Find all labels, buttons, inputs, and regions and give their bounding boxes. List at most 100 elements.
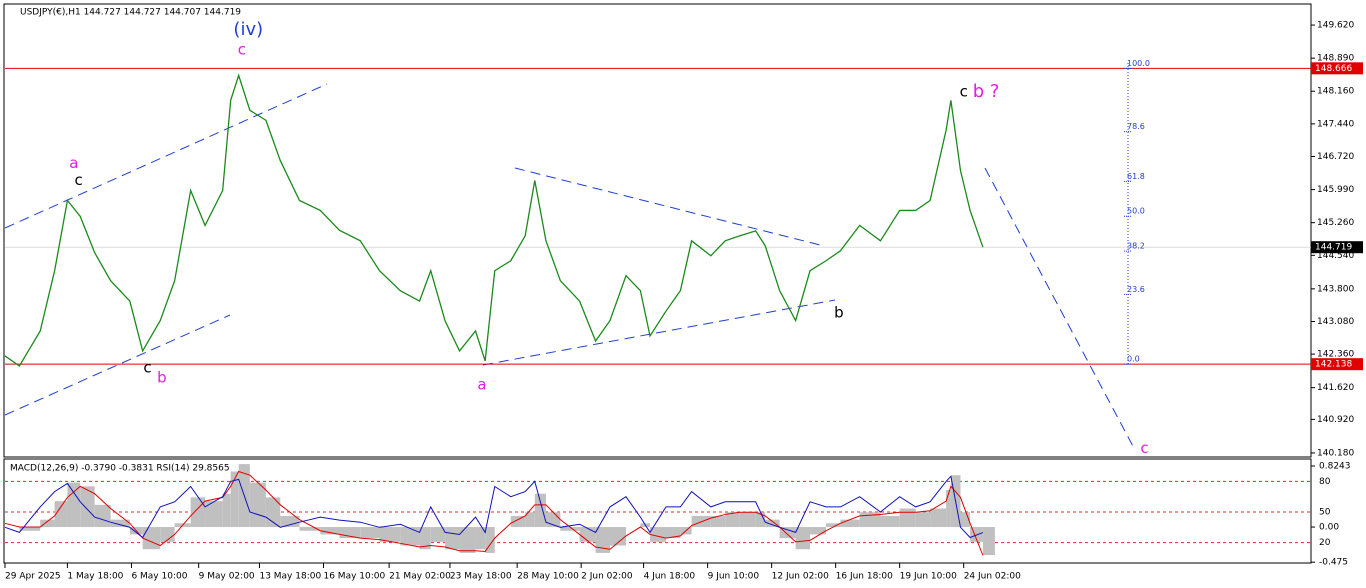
macd-bar bbox=[560, 527, 580, 531]
macd-bar bbox=[419, 527, 431, 550]
macd-bar bbox=[485, 527, 495, 553]
x-tick-label: 23 May 18:00 bbox=[450, 572, 512, 582]
price-line-series bbox=[4, 73, 984, 367]
trendline bbox=[514, 167, 821, 246]
x-tick-label: 12 Jun 02:00 bbox=[772, 572, 829, 582]
x-tick-label: 28 May 10:00 bbox=[517, 572, 579, 582]
macd-bar bbox=[249, 482, 266, 528]
x-tick-label: 9 May 02:00 bbox=[199, 572, 255, 582]
x-tick-label: 16 May 10:00 bbox=[323, 572, 385, 582]
wave-label: c bbox=[238, 41, 246, 59]
y-tick-label: 145.990 bbox=[1317, 185, 1354, 195]
macd-bar bbox=[19, 527, 41, 531]
y-tick-label: 148.160 bbox=[1317, 87, 1354, 97]
macd-bar bbox=[899, 508, 916, 528]
level-label: 142.138 bbox=[1315, 360, 1352, 370]
macd-bar bbox=[299, 527, 321, 531]
macd-bar bbox=[946, 490, 951, 528]
macd-bar bbox=[40, 519, 55, 528]
level-label: 144.719 bbox=[1315, 243, 1352, 253]
indicator-frame bbox=[3, 458, 1312, 564]
x-tick-label: 16 Jun 18:00 bbox=[836, 572, 893, 582]
macd-bar bbox=[379, 527, 401, 542]
x-tick-label: 2 Jun 02:00 bbox=[581, 572, 633, 582]
fib-label: 23.6 bbox=[1127, 285, 1145, 294]
macd-bar bbox=[430, 527, 446, 542]
fib-label: 50.0 bbox=[1127, 207, 1145, 216]
x-tick-label: 24 Jun 02:00 bbox=[964, 572, 1021, 582]
macd-bar bbox=[445, 527, 460, 550]
wave-label: a bbox=[69, 154, 78, 172]
macd-bar bbox=[982, 527, 995, 556]
macd-bar bbox=[459, 527, 476, 553]
macd-bar bbox=[360, 527, 380, 539]
y-tick-label: 143.080 bbox=[1317, 317, 1354, 327]
x-tick-label: 9 Jun 10:00 bbox=[708, 572, 760, 582]
macd-bar bbox=[94, 504, 111, 528]
y-tick-label: 146.720 bbox=[1317, 152, 1354, 162]
macd-bar bbox=[840, 519, 860, 528]
macd-bar bbox=[755, 512, 766, 528]
level-label: 148.666 bbox=[1315, 64, 1352, 74]
x-tick-label: 13 May 18:00 bbox=[259, 572, 321, 582]
y-tick-label: 140.920 bbox=[1317, 415, 1354, 425]
wave-label: c bbox=[74, 171, 82, 189]
macd-bar bbox=[230, 471, 239, 528]
trendline bbox=[4, 314, 231, 416]
macd-bar bbox=[280, 515, 300, 528]
y-tick-label: 141.620 bbox=[1317, 383, 1354, 393]
macd-bar bbox=[725, 512, 740, 528]
x-tick-label: 29 Apr 2025 bbox=[5, 572, 61, 582]
x-tick-label: 6 May 10:00 bbox=[131, 572, 187, 582]
macd-bar bbox=[320, 527, 340, 535]
macd-bar bbox=[649, 527, 667, 542]
wave-label: b ? bbox=[973, 81, 1000, 102]
y-tick-label: 50 bbox=[1319, 508, 1331, 518]
macd-bar bbox=[609, 527, 626, 546]
x-tick-label: 1 May 18:00 bbox=[67, 572, 123, 582]
macd-bar bbox=[142, 527, 161, 550]
macd-bar bbox=[880, 515, 900, 528]
macd-bar bbox=[525, 512, 535, 528]
y2-tick-label: -0.475 bbox=[1319, 558, 1348, 568]
macd-bar bbox=[826, 523, 841, 528]
macd-bar bbox=[190, 497, 206, 528]
chart-title: USDJPY(€),H1 144.727 144.727 144.707 144… bbox=[20, 8, 241, 18]
trendlines bbox=[4, 83, 1136, 451]
y-tick-label: 20 bbox=[1319, 538, 1331, 548]
wave-label: b bbox=[834, 303, 844, 321]
wave-label: b bbox=[157, 369, 167, 387]
y-tick-label: 147.440 bbox=[1317, 119, 1354, 129]
y-tick-label: 142.360 bbox=[1317, 350, 1354, 360]
y-tick-label: 149.620 bbox=[1317, 21, 1354, 31]
macd-bar bbox=[80, 486, 95, 528]
indicator-line bbox=[4, 475, 984, 539]
macd-bar bbox=[710, 515, 726, 528]
macd-bar bbox=[595, 527, 610, 553]
x-tick-label: 4 Jun 18:00 bbox=[644, 572, 696, 582]
macd-bar bbox=[54, 501, 68, 528]
indicator-title: MACD(12,26,9) -0.3790 -0.3831 RSI(14) 29… bbox=[10, 464, 230, 474]
macd-bar bbox=[205, 501, 223, 528]
macd-bar bbox=[339, 527, 361, 539]
level-box bbox=[1311, 241, 1363, 254]
y2-tick-label: 0.8243 bbox=[1319, 462, 1351, 472]
macd-bar bbox=[510, 515, 526, 528]
macd-bar bbox=[915, 512, 931, 528]
macd-bar bbox=[779, 527, 796, 539]
wave-label: c bbox=[1140, 439, 1148, 457]
wave-label: a bbox=[477, 375, 486, 393]
wave-label: (iv) bbox=[233, 19, 263, 40]
macd-bar bbox=[930, 508, 947, 528]
trendline bbox=[4, 83, 328, 229]
x-tick-label: 19 Jun 10:00 bbox=[900, 572, 957, 582]
macd-bar bbox=[160, 527, 175, 542]
macd-bar bbox=[960, 512, 971, 528]
level-box bbox=[1311, 62, 1363, 75]
macd-bar bbox=[110, 519, 130, 528]
macd-bar bbox=[67, 482, 81, 528]
wave-label: c bbox=[143, 359, 151, 377]
main-frame bbox=[3, 3, 1312, 458]
macd-bar bbox=[666, 527, 681, 539]
